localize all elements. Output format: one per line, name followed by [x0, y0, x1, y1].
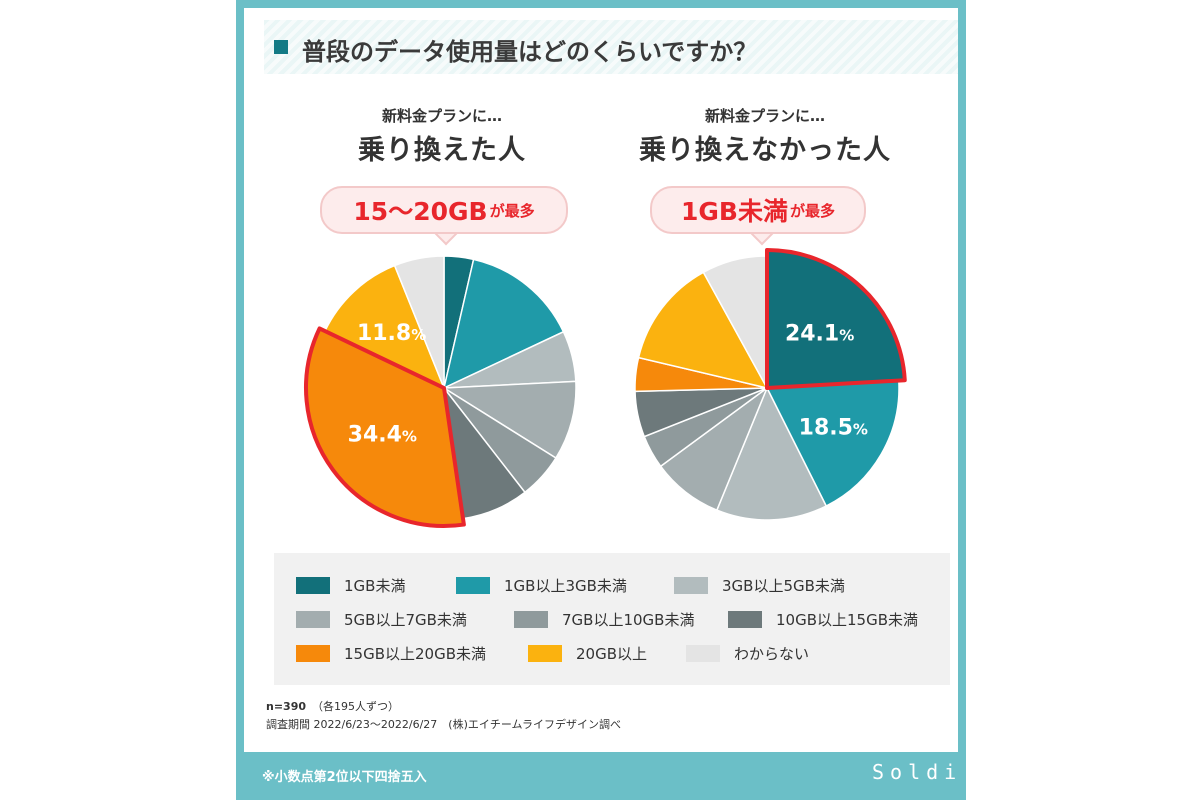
infographic-frame: 普段のデータ使用量はどのくらいですか？ 新料金プランに… 乗り換えた人 新料金プ… — [236, 0, 966, 800]
pie-slice-3 — [441, 380, 577, 460]
left-chart-subtitle: 新料金プランに… — [381, 107, 502, 125]
legend-item: 1GB未満 — [296, 575, 405, 596]
legend-label: 15GB以上20GB未満 — [344, 645, 487, 663]
right-callout: 1GB未満 が最多 — [650, 186, 866, 234]
legend-swatch — [456, 577, 490, 594]
legend-swatch — [296, 645, 330, 662]
soldi-logo: Soldi — [872, 760, 963, 784]
legend-label: 10GB以上15GB未満 — [776, 611, 919, 629]
right-callout-main: 1GB未満 — [681, 197, 788, 226]
legend-item: 3GB以上5GB未満 — [674, 575, 845, 596]
pie-data-label: 24.1% — [785, 321, 854, 346]
right-chart-subtitle: 新料金プランに… — [704, 107, 825, 125]
pie-slice-8 — [393, 255, 445, 389]
legend-item: 1GB以上3GB未満 — [456, 575, 627, 596]
right-pie-chart: 24.1% 18.5% — [634, 248, 907, 521]
legend-item: わからない — [686, 643, 809, 664]
legend-item: 10GB以上15GB未満 — [728, 609, 918, 630]
left-callout-suffix: が最多 — [489, 201, 535, 220]
legend-item: 7GB以上10GB未満 — [514, 609, 694, 630]
pie-data-label: 18.5% — [799, 415, 868, 440]
left-pie-chart: 34.4% 11.8% — [304, 255, 577, 528]
pie-slice-2 — [715, 386, 828, 521]
sample-detail: （各195人ずつ） — [312, 700, 400, 713]
legend-swatch — [686, 645, 720, 662]
legend-label: わからない — [734, 645, 810, 663]
left-callout-main: 15〜20GB — [353, 197, 488, 226]
legend-item: 5GB以上7GB未満 — [296, 609, 467, 630]
legend-item: 20GB以上 — [528, 643, 647, 664]
pie-slice-7 — [637, 271, 769, 390]
legend: 1GB未満 1GB以上3GB未満 3GB以上5GB未満 5GB以上7GB未満 7… — [274, 553, 950, 685]
left-callout: 15〜20GB が最多 — [320, 186, 568, 234]
legend-swatch — [674, 577, 708, 594]
page-title: 普段のデータ使用量はどのくらいですか？ — [302, 38, 758, 66]
legend-label: 5GB以上7GB未満 — [344, 611, 467, 629]
pie-slice-1 — [765, 379, 900, 507]
sample-size: n=390 — [266, 700, 307, 713]
content-panel: 普段のデータ使用量はどのくらいですか？ 新料金プランに… 乗り換えた人 新料金プ… — [244, 8, 958, 752]
pie-data-label: 11.8% — [357, 321, 426, 346]
period-note: 調査期間 2022/6/23〜2022/6/27 (株)エイチームライフデザイン… — [266, 718, 622, 731]
highlighted-pie-slice — [304, 326, 466, 528]
legend-swatch — [296, 577, 330, 594]
header-bar: 普段のデータ使用量はどのくらいですか？ — [264, 20, 958, 74]
right-callout-suffix: が最多 — [789, 201, 835, 220]
legend-label: 3GB以上5GB未満 — [722, 577, 845, 595]
pie-slice-1 — [442, 258, 565, 390]
pie-slice-7 — [323, 264, 446, 390]
sample-note: n=390 （各195人ずつ） — [266, 698, 399, 714]
legend-label: 20GB以上 — [576, 645, 648, 663]
legend-swatch — [728, 611, 762, 628]
rounding-note: ※小数点第2位以下四捨五入 — [262, 770, 427, 785]
legend-label: 1GB未満 — [344, 577, 406, 595]
pie-data-label: 34.4% — [348, 422, 417, 447]
right-chart-title: 乗り換えなかった人 — [639, 135, 891, 166]
square-bullet-icon — [274, 40, 288, 54]
legend-swatch — [514, 611, 548, 628]
legend-label: 7GB以上10GB未満 — [562, 611, 695, 629]
legend-swatch — [528, 645, 562, 662]
left-chart-title: 乗り換えた人 — [358, 135, 526, 166]
legend-item: 15GB以上20GB未満 — [296, 643, 486, 664]
legend-swatch — [296, 611, 330, 628]
highlighted-pie-slice — [765, 248, 907, 390]
legend-label: 1GB以上3GB未満 — [504, 577, 627, 595]
